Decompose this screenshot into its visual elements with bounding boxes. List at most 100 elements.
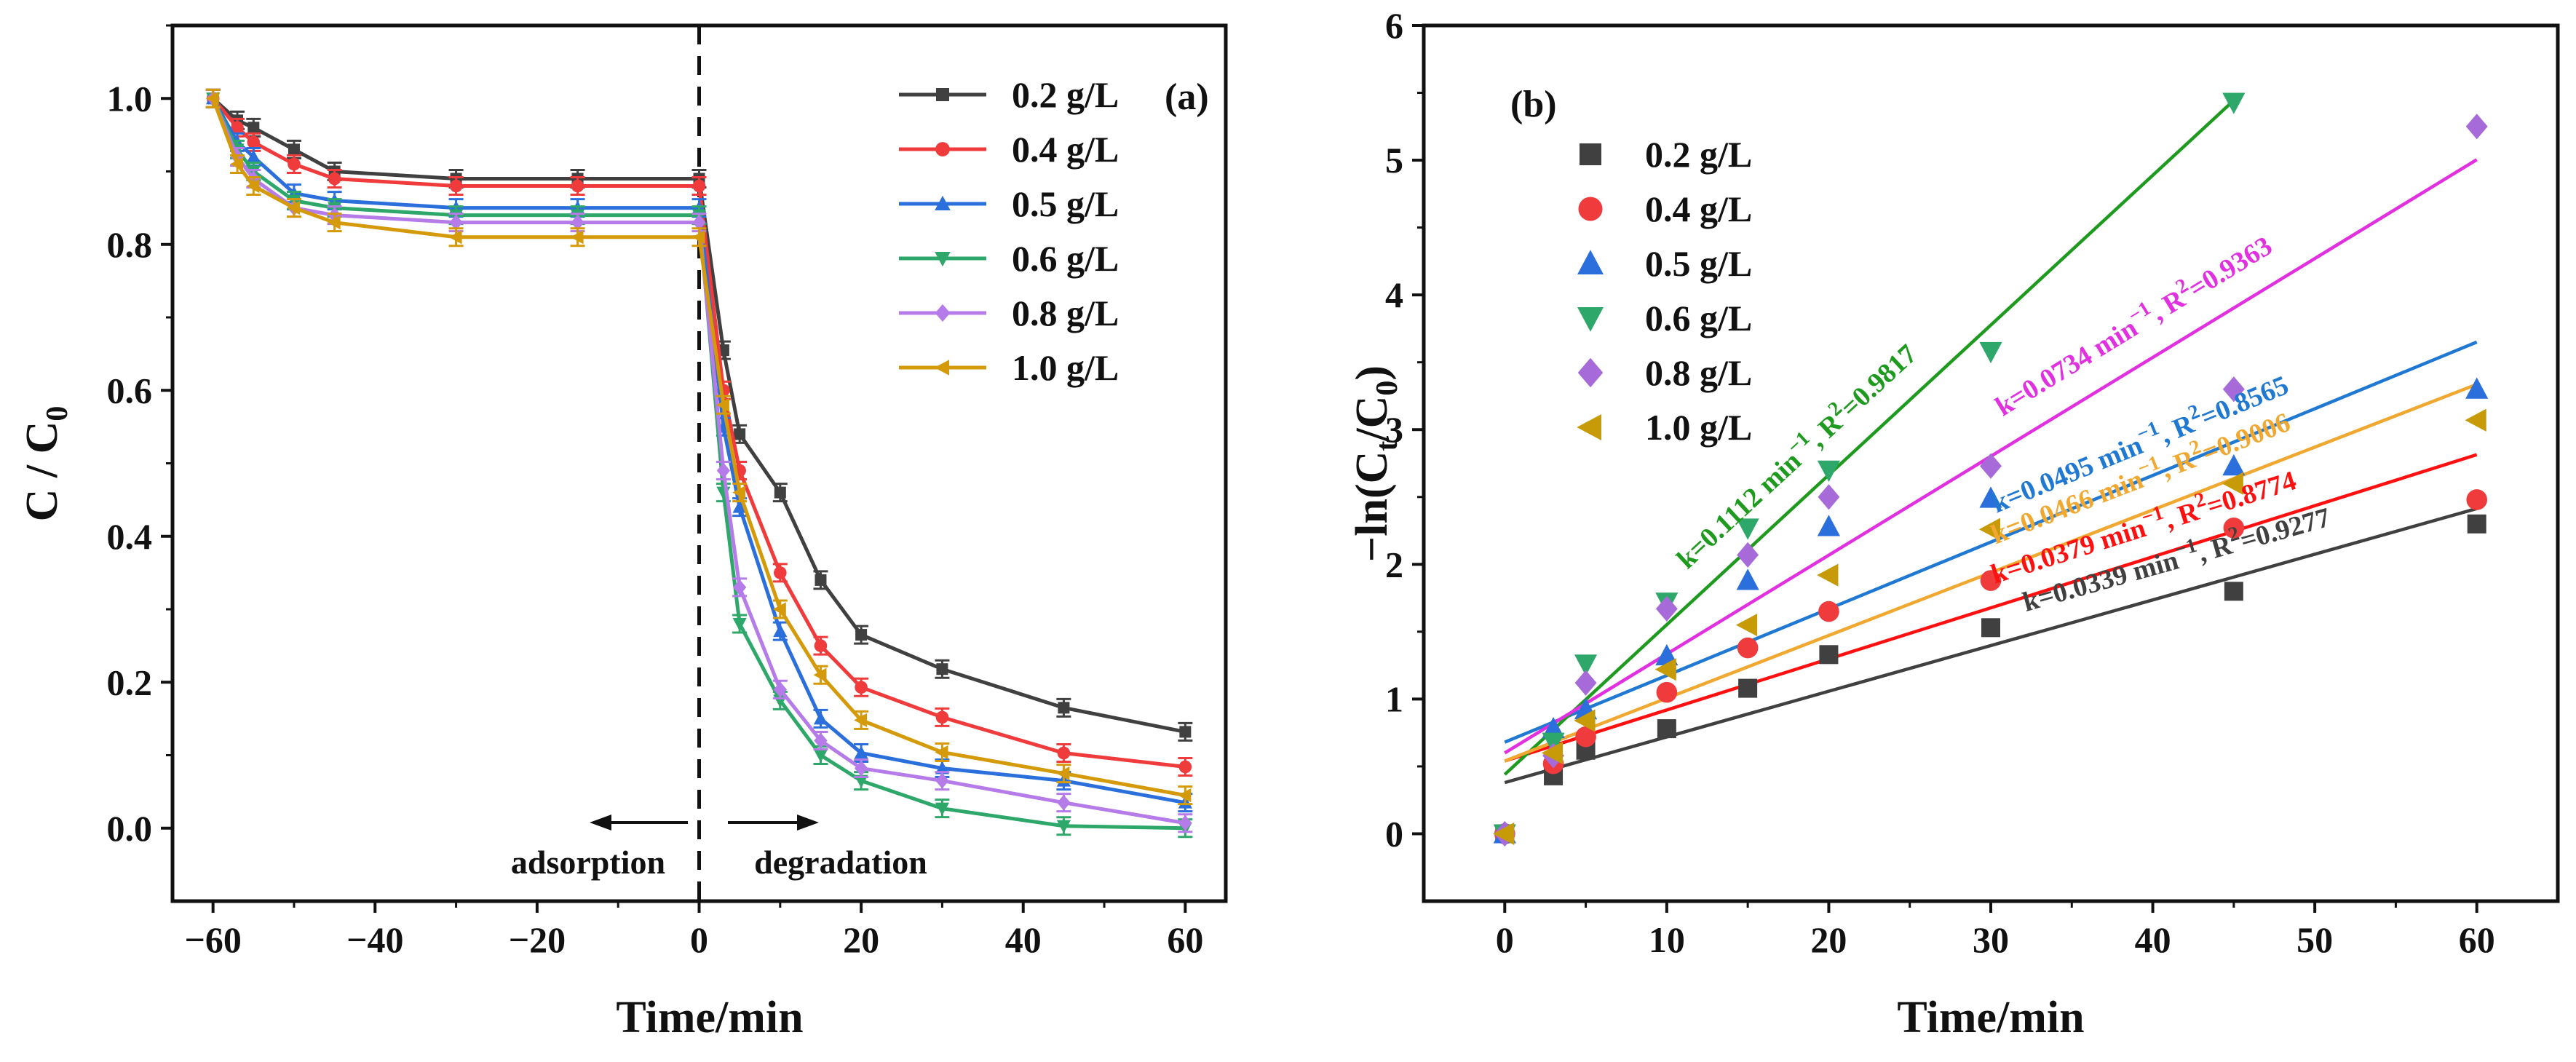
data-point bbox=[855, 681, 868, 694]
data-point bbox=[231, 121, 244, 135]
data-point bbox=[1541, 741, 1564, 765]
data-point bbox=[1657, 719, 1676, 739]
chart-b-ylabel: −ln(Ct/C0) bbox=[1347, 365, 1404, 562]
legend-label: 0.6 g/L bbox=[1645, 298, 1752, 338]
x-tick-label: 60 bbox=[1167, 919, 1203, 960]
x-tick-label: 60 bbox=[2459, 919, 2495, 960]
data-point bbox=[448, 230, 462, 245]
data-point bbox=[1818, 484, 1840, 510]
y-tick-label: 0.0 bbox=[107, 808, 153, 849]
chart-a-ylabel-sub: 0 bbox=[41, 406, 74, 421]
data-point bbox=[1738, 678, 1758, 698]
chart-a: −60 −40 −20 0 20 40 60 0.0 0.2 0.4 0.6 0.8 1.0 0.2 g… bbox=[17, 23, 1228, 1042]
legend-label: 0.6 g/L bbox=[1012, 238, 1119, 279]
data-point bbox=[570, 230, 584, 245]
chart-b-ticks: 0 10 20 30 40 50 60 0 1 2 3 4 5 6 bbox=[1385, 5, 2495, 960]
chart-b-ylabel-slash: /C bbox=[1347, 396, 1397, 442]
chart-b-panel-label: (b) bbox=[1510, 84, 1557, 125]
y-tick-label: 0.6 bbox=[107, 370, 153, 411]
data-point bbox=[1574, 654, 1598, 676]
chart-a-ylabel: C / C0 bbox=[17, 406, 74, 522]
chart-a-ticks: −60 −40 −20 0 20 40 60 0.0 0.2 0.4 0.6 0.8 1.0 bbox=[107, 24, 1203, 960]
chart-a-legend: 0.2 g/L 0.4 g/L 0.5 g/L 0.6 g/L 0.8 g/L 1.0 g… bbox=[899, 74, 1119, 388]
x-tick-label: 40 bbox=[1005, 919, 1042, 960]
series-line bbox=[211, 97, 1186, 769]
data-point bbox=[774, 486, 786, 499]
data-point bbox=[1980, 570, 2002, 591]
y-tick-label: 1 bbox=[1385, 678, 1403, 719]
chart-b-ylabel-sub-0: 0 bbox=[1371, 381, 1404, 396]
x-tick-label: 20 bbox=[843, 919, 879, 960]
data-point bbox=[773, 624, 788, 638]
adsorption-arrow-head bbox=[590, 815, 611, 831]
chart-b-ylabel-prefix: −ln(C bbox=[1347, 451, 1397, 562]
data-point bbox=[691, 230, 705, 245]
data-point bbox=[1735, 613, 1758, 637]
data-point bbox=[2465, 114, 2488, 140]
data-point bbox=[1056, 766, 1070, 781]
y-tick-label: 1.0 bbox=[107, 78, 153, 119]
y-tick-label: 2 bbox=[1385, 544, 1403, 585]
data-point bbox=[1057, 794, 1071, 811]
data-point bbox=[2222, 453, 2246, 476]
legend-label: 0.8 g/L bbox=[1645, 352, 1752, 393]
data-point bbox=[1178, 788, 1192, 803]
data-point bbox=[814, 639, 828, 652]
chart-a-series bbox=[205, 88, 1193, 839]
chart-b-ylabel-sub-t: t bbox=[1371, 441, 1404, 451]
y-tick-label: 5 bbox=[1385, 140, 1403, 181]
data-point bbox=[732, 499, 747, 513]
legend-label: 0.8 g/L bbox=[1012, 293, 1119, 333]
data-point bbox=[935, 745, 948, 760]
data-point bbox=[692, 214, 706, 231]
fit-line bbox=[1504, 453, 2478, 763]
legend-marker bbox=[1580, 143, 1601, 165]
data-point bbox=[732, 486, 746, 500]
x-tick-label: 10 bbox=[1649, 919, 1685, 960]
data-point bbox=[247, 122, 260, 134]
data-point bbox=[230, 156, 244, 172]
data-point bbox=[772, 602, 786, 617]
series-line bbox=[211, 98, 1186, 825]
data-point bbox=[814, 732, 828, 749]
data-point bbox=[854, 745, 868, 759]
data-point bbox=[1817, 515, 1841, 536]
data-point bbox=[288, 143, 300, 156]
data-point bbox=[1818, 601, 1839, 622]
legend-label: 0.5 g/L bbox=[1645, 243, 1752, 284]
data-point bbox=[1736, 518, 1759, 540]
legend-label: 1.0 g/L bbox=[1645, 407, 1752, 448]
data-point bbox=[327, 215, 341, 230]
y-tick-label: 3 bbox=[1385, 409, 1403, 450]
data-point bbox=[1179, 726, 1192, 738]
data-point bbox=[328, 172, 341, 186]
series-line bbox=[211, 98, 1186, 798]
data-point bbox=[854, 713, 868, 727]
fit-line bbox=[1504, 507, 2478, 785]
data-point bbox=[732, 579, 747, 595]
data-point bbox=[1574, 670, 1597, 696]
degradation-arrow-head bbox=[797, 815, 819, 831]
x-tick-label: 50 bbox=[2296, 919, 2333, 960]
data-point bbox=[1493, 822, 1515, 846]
y-tick-label: 0.2 bbox=[107, 662, 153, 702]
data-point bbox=[1979, 486, 2002, 508]
data-point bbox=[1737, 542, 1759, 568]
chart-b: 0 10 20 30 40 50 60 0 1 2 3 4 5 6 0.2 g/L 0.4 g/L 0.5 g… bbox=[1347, 5, 2560, 1042]
data-point bbox=[813, 667, 827, 682]
fit-r2-value: =0.9277 bbox=[2237, 502, 2334, 557]
data-point bbox=[1655, 595, 1678, 622]
data-point bbox=[1056, 820, 1071, 833]
x-tick-label: −60 bbox=[184, 919, 242, 960]
chart-a-xlabel: Time/min bbox=[616, 993, 803, 1042]
y-tick-label: 4 bbox=[1385, 274, 1403, 315]
data-point bbox=[1178, 760, 1192, 774]
data-point bbox=[1058, 702, 1070, 714]
data-point bbox=[855, 629, 868, 641]
legend-marker bbox=[935, 304, 951, 322]
data-point bbox=[936, 663, 948, 675]
x-tick-label: 0 bbox=[1496, 919, 1514, 960]
fit-r2-value: =0.9363 bbox=[2183, 231, 2278, 305]
data-point bbox=[2223, 518, 2245, 539]
